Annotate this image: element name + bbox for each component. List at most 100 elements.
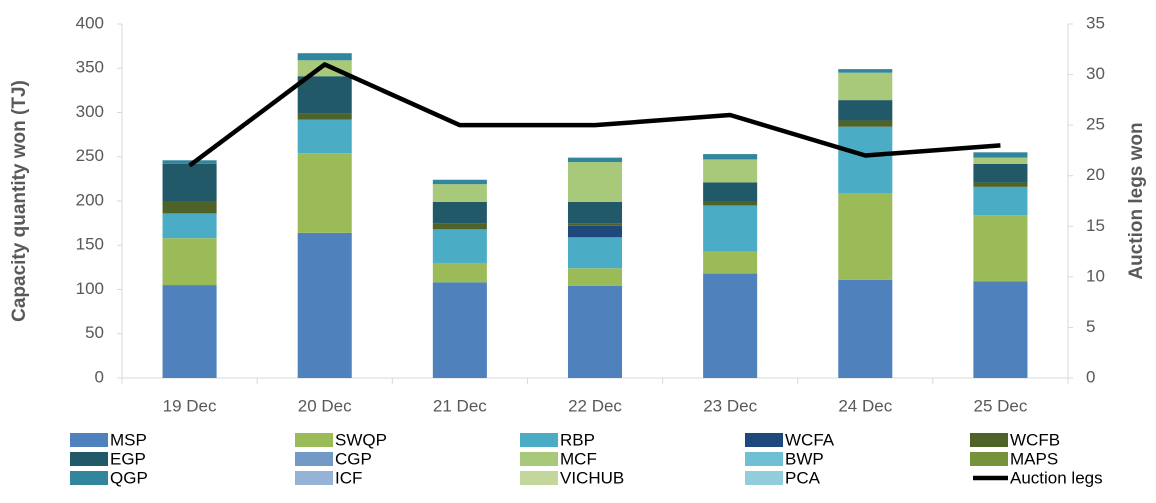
legend-swatch (520, 452, 558, 466)
y2-tick-label: 35 (1086, 13, 1105, 32)
bar-segment (162, 213, 217, 239)
y2-tick-label: 30 (1086, 64, 1105, 83)
legend-label: PCA (785, 468, 821, 487)
bar-segment (567, 157, 623, 163)
bar-segment (703, 201, 758, 206)
y2-tick-label: 5 (1086, 317, 1095, 336)
x-tick-label: 24 Dec (838, 396, 892, 415)
x-tick-label: 23 Dec (703, 396, 757, 415)
legend-label: EGP (110, 449, 146, 468)
legend-swatch (295, 452, 333, 466)
legend-label: Auction legs (1010, 468, 1103, 487)
y2-tick-label: 15 (1086, 216, 1105, 235)
legend-swatch (70, 452, 108, 466)
y2-tick-label: 20 (1086, 165, 1105, 184)
bar-segment (838, 100, 893, 121)
y2-tick-label: 25 (1086, 115, 1105, 134)
bar-segment (297, 119, 352, 154)
bar-segment (432, 179, 487, 185)
y-tick-label: 250 (76, 146, 104, 165)
bar-segment (432, 262, 487, 283)
bar-segment (567, 223, 623, 226)
bar-segment (297, 232, 352, 378)
x-tick-label: 20 Dec (298, 396, 352, 415)
bar-segment (838, 193, 893, 280)
bar-segment (297, 53, 352, 61)
bar-segment (703, 205, 758, 252)
y-tick-label: 150 (76, 235, 104, 254)
legend-label: CGP (335, 449, 372, 468)
bar-segment (973, 157, 1028, 164)
bar-segment (973, 152, 1028, 158)
bar-segment (703, 182, 758, 201)
y2-axis-title: Auction legs won (1126, 122, 1147, 279)
bar-segment (838, 126, 893, 194)
bar-segment (567, 268, 623, 286)
bar-segment (297, 153, 352, 233)
bar-segment (567, 225, 623, 238)
y-axis-title: Capacity quantity won (TJ) (9, 80, 30, 322)
legend-swatch (520, 433, 558, 447)
bar-segment (297, 113, 352, 120)
bar-segment (567, 237, 623, 269)
y2-tick-label: 0 (1086, 367, 1095, 386)
bar-segment (567, 201, 623, 224)
line (188, 62, 1001, 168)
legend-label: WCFB (1010, 430, 1060, 449)
bar-segment (703, 159, 758, 183)
bar-segment (838, 279, 893, 378)
bar-segment (838, 120, 893, 127)
legend-swatch (295, 471, 333, 485)
y-tick-label: 50 (85, 323, 104, 342)
x-tick-label: 21 Dec (433, 396, 487, 415)
bar-segment (432, 184, 487, 202)
bar-segment (973, 182, 1028, 187)
bar-segment (703, 154, 758, 160)
legend-label: BWP (785, 449, 824, 468)
bar-segment (567, 285, 623, 378)
bar-segment (838, 72, 893, 101)
legend-label: MCF (560, 449, 597, 468)
bar-segment (432, 201, 487, 224)
bar-segment (432, 229, 487, 263)
bar-segment (838, 69, 893, 73)
legend-swatch (970, 452, 1008, 466)
legend-swatch (745, 471, 783, 485)
y-tick-label: 350 (76, 58, 104, 77)
y2-tick-label: 10 (1086, 266, 1105, 285)
bar-segment (162, 201, 217, 214)
bar-segment (297, 76, 352, 114)
legend-swatch (970, 433, 1008, 447)
legend-label: MSP (110, 430, 147, 449)
y-tick-label: 300 (76, 102, 104, 121)
bar-segment (432, 223, 487, 230)
x-tick-label: 22 Dec (568, 396, 622, 415)
legend-swatch (745, 433, 783, 447)
legend-swatch (70, 471, 108, 485)
bar-segment (162, 285, 217, 378)
y-tick-label: 0 (95, 367, 104, 386)
y-tick-label: 400 (76, 13, 104, 32)
x-tick-label: 19 Dec (163, 396, 217, 415)
legend-swatch (295, 433, 333, 447)
legend-label: ICF (335, 468, 362, 487)
bar-segment (973, 215, 1028, 282)
bar-segment (973, 186, 1028, 216)
bar-segment (567, 162, 623, 202)
y-tick-label: 200 (76, 190, 104, 209)
legend-label: MAPS (1010, 449, 1058, 468)
legend-label: SWQP (335, 430, 387, 449)
y-tick-label: 100 (76, 279, 104, 298)
legend-label: RBP (560, 430, 595, 449)
legend-swatch (70, 433, 108, 447)
bar-segment (162, 160, 217, 164)
legend-swatch (520, 471, 558, 485)
bar-segment (432, 282, 487, 378)
legend-swatch (745, 452, 783, 466)
bar-segment (162, 238, 217, 286)
bar-segment (973, 163, 1028, 183)
legend-label: QGP (110, 468, 148, 487)
bar-segment (973, 281, 1028, 378)
legend-label: VICHUB (560, 468, 624, 487)
